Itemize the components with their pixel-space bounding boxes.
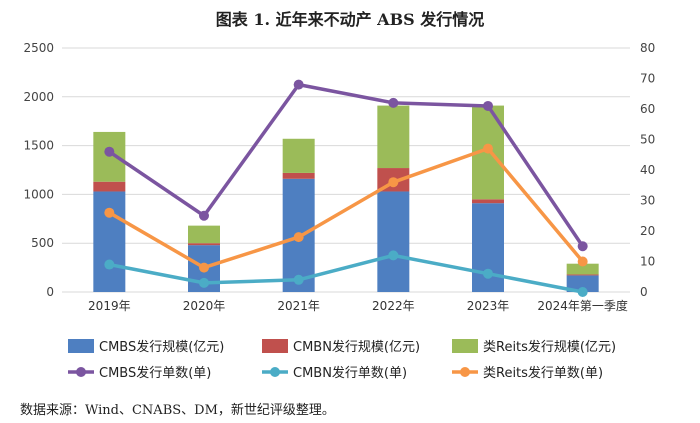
cmbn-count-point-2 [293,274,304,285]
cmbn-bar-1 [188,243,220,246]
reits-bar-legend-swatch [452,339,478,353]
reits-bar-legend-label: 类Reits发行规模(亿元) [483,339,616,355]
chart-title: 图表 1. 近年来不动产 ABS 发行情况 [215,10,485,29]
right-tick-label-0: 0 [640,285,648,299]
reits-bar-0 [93,131,126,182]
cmbn-count-point-4 [483,268,493,279]
right-tick-label-2: 20 [640,224,655,238]
cmbs-count-point-3 [388,97,399,108]
reits-count-point-5 [577,256,588,267]
reits-bar-2 [282,138,315,173]
cmbs-count-point-2 [293,79,304,90]
bar-layer [93,105,599,292]
cmbs-bar-3 [377,191,410,292]
cmbn-line-legend-label: CMBN发行单数(单) [293,365,407,381]
cmbn-bar-0 [93,181,126,192]
reits-count-point-2 [293,232,304,243]
gridlines [62,47,630,293]
x-tick-label-4: 2023年 [467,299,510,313]
left-tick-label-2: 1000 [23,187,54,201]
cmbn-bar-legend-swatch [262,339,288,353]
right-tick-label-4: 40 [640,163,655,177]
legend: CMBS发行规模(亿元) CMBN发行规模(亿元) 类Reits发行规模(亿元) CM… [68,339,616,381]
reits-bar-5 [566,263,599,275]
cmbs-count-point-1 [199,210,209,221]
reits-line-legend-marker [460,367,470,377]
cmbs-bar-0 [93,191,126,292]
right-tick-label-1: 10 [640,255,655,269]
left-tick-label-0: 0 [46,285,54,299]
cmbn-bar-5 [566,274,599,276]
cmbs-bar-legend-label: CMBS发行规模(亿元) [99,339,224,355]
cmbn-count-point-0 [104,259,115,270]
right-axis: 0 10 20 30 40 50 60 70 80 [640,41,655,299]
x-tick-label-0: 2019年 [88,299,131,313]
left-tick-label-3: 1500 [23,139,54,153]
left-tick-label-1: 500 [31,236,54,250]
left-tick-label-5: 2500 [23,41,54,55]
reits-count-point-0 [104,207,115,218]
x-tick-label-3: 2022年 [372,299,415,313]
cmbs-count-point-0 [104,146,115,157]
right-tick-label-3: 30 [640,194,655,208]
x-axis: 2019年 2020年 2021年 2022年 2023年 2024年第一季度 [88,298,628,313]
cmbn-bar-legend-label: CMBN发行规模(亿元) [293,339,420,355]
cmbn-count-point-5 [577,287,588,297]
data-source-note: 数据来源：Wind、CNABS、DM，新世纪评级整理。 [20,403,335,418]
cmbs-count-point-4 [483,100,493,111]
right-tick-label-6: 60 [640,102,655,116]
right-tick-label-7: 70 [640,72,655,86]
reits-line-legend-label: 类Reits发行单数(单) [483,365,603,381]
x-tick-label-1: 2020年 [183,299,226,313]
reits-count-line [108,146,585,270]
reits-count-point-3 [388,177,399,188]
right-tick-label-5: 50 [640,133,655,147]
cmbn-line-legend-marker [270,367,280,377]
cmbs-bar-5 [566,275,599,292]
right-tick-label-8: 80 [640,41,655,55]
cmbs-line-legend-marker [76,367,86,377]
x-tick-label-5: 2024年第一季度 [537,298,628,313]
reits-bar-3 [377,105,410,169]
left-tick-label-4: 2000 [23,90,54,104]
cmbn-bar-4 [472,199,504,204]
cmbs-line-legend-label: CMBS发行单数(单) [99,365,211,381]
cmbn-count-line [109,253,583,294]
cmbs-count-point-5 [577,241,588,252]
cmbs-bar-legend-swatch [68,339,94,353]
reits-bar-1 [188,225,220,244]
cmbn-bar-2 [282,172,315,179]
x-tick-label-2: 2021年 [277,299,320,313]
cmbs-count-line [108,82,585,248]
left-axis: 0 500 1000 1500 2000 2500 [23,41,54,299]
cmbn-count-point-3 [388,250,399,261]
cmbn-count-point-1 [199,277,209,288]
line-layer [104,79,588,297]
reits-count-point-1 [199,262,209,273]
reits-count-point-4 [483,143,493,154]
